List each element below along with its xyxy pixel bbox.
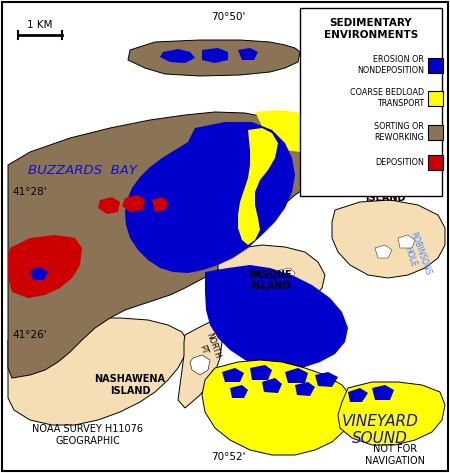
Polygon shape [160, 49, 195, 63]
Polygon shape [125, 122, 295, 273]
Text: VINEYARD
SOUND: VINEYARD SOUND [342, 414, 418, 446]
Text: 70°52': 70°52' [211, 452, 245, 462]
Text: COARSE BEDLOAD
TRANSPORT: COARSE BEDLOAD TRANSPORT [350, 88, 424, 108]
Polygon shape [285, 368, 308, 383]
Polygon shape [230, 385, 248, 398]
Text: 70°50': 70°50' [211, 12, 245, 22]
Text: NASHAWENA
ISLAND: NASHAWENA ISLAND [94, 374, 166, 396]
Polygon shape [202, 48, 228, 63]
Text: NAUSHON
ISLAND: NAUSHON ISLAND [358, 181, 413, 203]
Bar [428, 91, 443, 106]
Polygon shape [218, 245, 325, 312]
Polygon shape [280, 268, 295, 280]
Bar [428, 58, 443, 73]
Polygon shape [202, 360, 352, 455]
Text: NOT FOR
NAVIGATION: NOT FOR NAVIGATION [365, 444, 425, 466]
Text: PASQUE
ISLAND: PASQUE ISLAND [248, 269, 292, 291]
Polygon shape [30, 267, 48, 280]
Text: 41°26': 41°26' [12, 330, 47, 340]
Text: 1 KM: 1 KM [27, 20, 53, 30]
Text: NOAA SURVEY H11076
GEOGRAPHIC: NOAA SURVEY H11076 GEOGRAPHIC [32, 424, 144, 446]
Polygon shape [295, 382, 315, 396]
Polygon shape [332, 200, 445, 278]
Polygon shape [205, 265, 348, 370]
Text: BUZZARDS  BAY: BUZZARDS BAY [27, 164, 136, 176]
Polygon shape [8, 235, 82, 298]
Text: EROSION OR
NONDEPOSITION: EROSION OR NONDEPOSITION [357, 55, 424, 75]
Polygon shape [258, 275, 275, 288]
Polygon shape [315, 372, 338, 387]
Polygon shape [122, 195, 145, 212]
Polygon shape [8, 112, 440, 378]
Polygon shape [262, 378, 282, 393]
Polygon shape [348, 388, 368, 402]
Polygon shape [222, 368, 244, 382]
Polygon shape [238, 48, 258, 60]
Polygon shape [8, 318, 188, 425]
Polygon shape [398, 235, 415, 248]
Text: NORTH
PT: NORTH PT [194, 332, 222, 364]
Polygon shape [238, 128, 278, 245]
Bar [428, 125, 443, 140]
Polygon shape [98, 197, 120, 214]
Text: 41°28': 41°28' [12, 187, 47, 197]
Polygon shape [190, 355, 210, 375]
Polygon shape [255, 110, 330, 152]
Text: SORTING OR
REWORKING: SORTING OR REWORKING [374, 123, 424, 142]
Polygon shape [152, 197, 168, 212]
Polygon shape [178, 322, 222, 408]
Text: SEDIMENTARY
ENVIRONMENTS: SEDIMENTARY ENVIRONMENTS [324, 18, 418, 40]
Polygon shape [128, 40, 300, 76]
Polygon shape [338, 382, 445, 445]
Polygon shape [375, 245, 392, 258]
Bar [300, 8, 442, 196]
Bar [428, 155, 443, 170]
Polygon shape [295, 128, 440, 158]
Polygon shape [372, 385, 394, 400]
Text: DEPOSITION: DEPOSITION [375, 158, 424, 166]
Text: ROBINSONS
HOLE: ROBINSONS HOLE [398, 230, 432, 280]
Polygon shape [250, 365, 272, 380]
